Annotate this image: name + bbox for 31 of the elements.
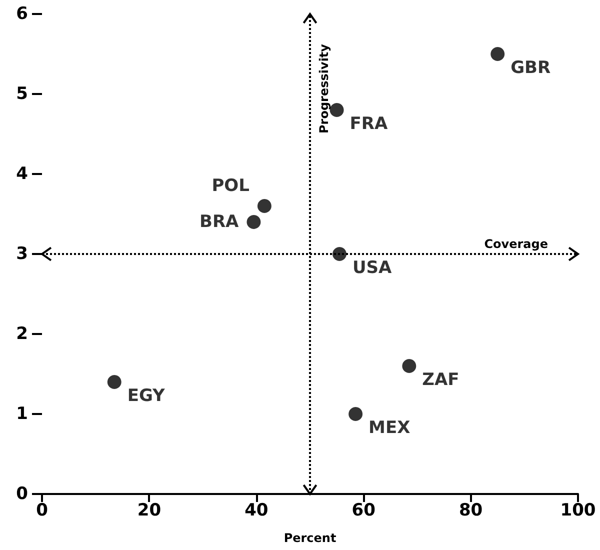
point xyxy=(332,247,346,261)
x-tick-label: 0 xyxy=(36,500,48,520)
point xyxy=(402,359,416,373)
annotation: EGY xyxy=(127,386,166,406)
annotation: ZAF xyxy=(422,370,460,390)
annotation: BRA xyxy=(200,212,240,232)
x-tick-label: 100 xyxy=(560,500,596,520)
annotation: GBR xyxy=(510,58,551,78)
point xyxy=(107,375,122,389)
x-tick-label: 40 xyxy=(244,500,268,520)
x-tick-label: 20 xyxy=(137,500,162,520)
point xyxy=(246,215,261,229)
y-tick-label: 4 xyxy=(16,164,28,184)
annotation: USA xyxy=(352,258,393,278)
y-tick-label: 5 xyxy=(16,84,28,104)
y-tick-label: 6 xyxy=(16,4,28,24)
y-tick-label: 1 xyxy=(16,404,28,424)
point xyxy=(490,47,505,61)
annotation: FRA xyxy=(350,114,389,134)
annotation: MEX xyxy=(368,418,410,438)
point xyxy=(257,199,272,213)
point xyxy=(348,407,363,421)
x-tick-label: 60 xyxy=(352,500,376,520)
ref-line-label: Progressivity xyxy=(317,44,331,134)
x-tick-label: 80 xyxy=(458,500,483,520)
y-tick-label: 0 xyxy=(16,484,28,504)
y-tick-label: 3 xyxy=(16,244,28,264)
annotation: POL xyxy=(212,176,250,196)
ref-line-label: Coverage xyxy=(484,237,548,251)
x-axis-title: Percent xyxy=(284,531,336,545)
y-tick-label: 2 xyxy=(16,324,28,344)
